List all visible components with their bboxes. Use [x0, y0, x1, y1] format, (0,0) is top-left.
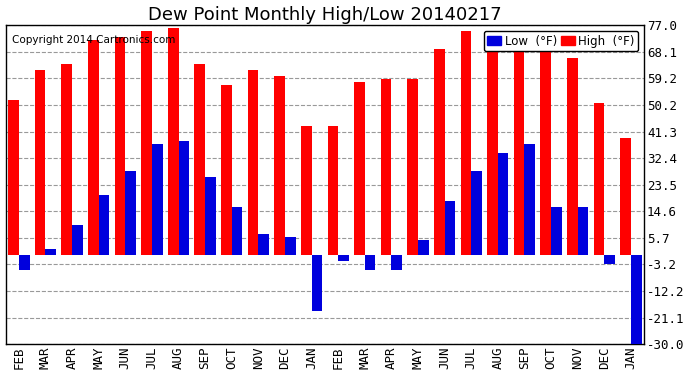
- Bar: [620, 138, 631, 255]
- Bar: [72, 225, 83, 255]
- Bar: [604, 255, 615, 264]
- Bar: [179, 141, 189, 255]
- Bar: [275, 76, 285, 255]
- Bar: [88, 40, 99, 255]
- Bar: [232, 207, 242, 255]
- Bar: [578, 207, 589, 255]
- Bar: [354, 82, 365, 255]
- Bar: [46, 249, 56, 255]
- Title: Dew Point Monthly High/Low 20140217: Dew Point Monthly High/Low 20140217: [148, 6, 502, 24]
- Bar: [631, 255, 642, 344]
- Bar: [312, 255, 322, 311]
- Bar: [365, 255, 375, 270]
- Bar: [195, 64, 205, 255]
- Bar: [514, 31, 524, 255]
- Bar: [567, 58, 578, 255]
- Bar: [99, 195, 109, 255]
- Legend: Low  (°F), High  (°F): Low (°F), High (°F): [484, 31, 638, 51]
- Bar: [301, 126, 312, 255]
- Text: Copyright 2014 Cartronics.com: Copyright 2014 Cartronics.com: [12, 34, 175, 45]
- Bar: [391, 255, 402, 270]
- Bar: [407, 79, 418, 255]
- Bar: [126, 171, 136, 255]
- Bar: [540, 40, 551, 255]
- Bar: [221, 85, 232, 255]
- Bar: [418, 240, 428, 255]
- Bar: [444, 201, 455, 255]
- Bar: [434, 49, 444, 255]
- Bar: [285, 237, 295, 255]
- Bar: [141, 31, 152, 255]
- Bar: [34, 70, 46, 255]
- Bar: [61, 64, 72, 255]
- Bar: [487, 31, 497, 255]
- Bar: [471, 171, 482, 255]
- Bar: [205, 177, 216, 255]
- Bar: [338, 255, 349, 261]
- Bar: [460, 31, 471, 255]
- Bar: [551, 207, 562, 255]
- Bar: [524, 144, 535, 255]
- Bar: [19, 255, 30, 270]
- Bar: [168, 28, 179, 255]
- Bar: [8, 100, 19, 255]
- Bar: [152, 144, 163, 255]
- Bar: [593, 103, 604, 255]
- Bar: [248, 70, 258, 255]
- Bar: [381, 79, 391, 255]
- Bar: [115, 37, 126, 255]
- Bar: [258, 234, 269, 255]
- Bar: [497, 153, 509, 255]
- Bar: [328, 126, 338, 255]
